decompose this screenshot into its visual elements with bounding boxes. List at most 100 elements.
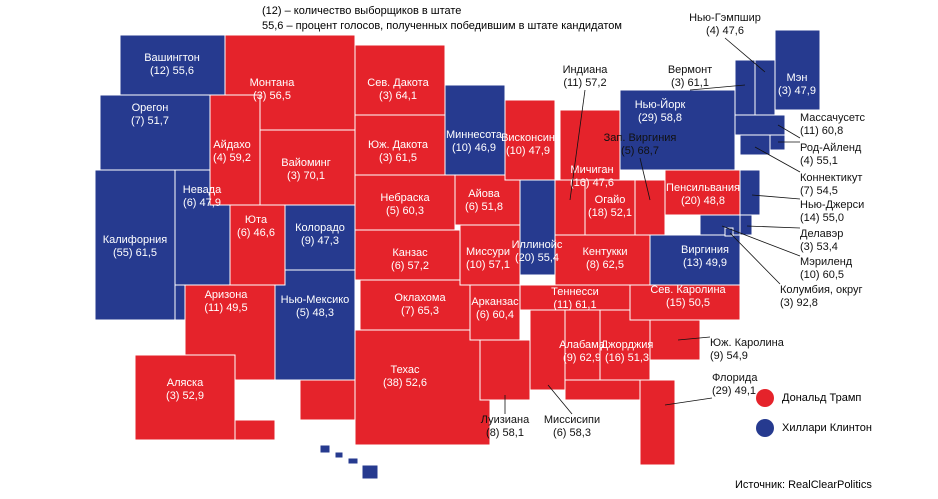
state-name: Теннесси: [551, 286, 599, 298]
state: [599, 309, 651, 381]
state: [554, 234, 651, 286]
state-shape: [354, 44, 446, 116]
state-name: Миннесота: [446, 129, 503, 141]
state-result: (4) 62,2: [273, 457, 311, 469]
state-name: Вайоминг: [281, 157, 331, 169]
state: [504, 99, 556, 181]
leader-line: [729, 232, 781, 285]
state: [734, 59, 756, 116]
state-result: (18) 52,1: [588, 207, 632, 219]
legend-label: Хиллари Клинтон: [782, 422, 872, 434]
state-shape: [99, 94, 211, 171]
state-result: (3) 47,9: [778, 85, 816, 97]
state-name: Оклахома: [394, 292, 446, 304]
state-name: Техас: [391, 364, 420, 376]
state-name: Аляска: [167, 377, 204, 389]
state-result: (7) 54,5: [800, 185, 838, 197]
state-result: (11) 49,5: [204, 302, 247, 314]
state: [774, 29, 821, 111]
leader-line: [639, 157, 651, 201]
states: [94, 29, 821, 480]
state: [319, 444, 379, 480]
state-shape: [454, 174, 521, 226]
state: [519, 179, 556, 276]
state-shape: [479, 339, 531, 401]
state-shape: [649, 234, 741, 286]
state-result: (8) 62,5: [586, 259, 624, 271]
state-result: (14) 55,0: [800, 212, 844, 224]
state-result: (3) 61,1: [671, 77, 709, 89]
state-name: Миссури: [466, 246, 510, 258]
state-shape: [274, 269, 356, 381]
state-name: Флорида: [712, 372, 758, 384]
state-result: (4) 59,2: [213, 152, 251, 164]
state-shape: [174, 284, 186, 321]
state-shape: [554, 179, 586, 236]
state: [354, 174, 456, 231]
state-name: Нью-Мексико: [281, 294, 350, 306]
state-shape: [554, 234, 651, 286]
leader-line: [751, 194, 801, 200]
state-shape: [354, 329, 491, 446]
state-shape: [724, 227, 734, 237]
leader-line: [724, 37, 766, 73]
state: [754, 59, 776, 116]
state-shape: [564, 379, 651, 401]
state-result: (16) 47,6: [570, 177, 614, 189]
state: [649, 319, 701, 361]
state-result: (20) 55,4: [515, 252, 559, 264]
state: [739, 134, 771, 156]
state-result: (29) 58,8: [638, 112, 682, 124]
state-shape: [347, 457, 359, 465]
state-name: Виргиния: [681, 244, 729, 256]
state-result: (38) 52,6: [383, 377, 427, 389]
state: [724, 227, 734, 237]
state: [229, 204, 286, 286]
state-shape: [774, 29, 821, 111]
state-shape: [134, 354, 236, 441]
state: [734, 114, 786, 136]
state-result: (6) 47,9: [183, 197, 221, 209]
state: [564, 379, 676, 466]
state: [739, 214, 753, 236]
state: [479, 339, 531, 401]
state-name: Род-Айленд: [800, 142, 862, 154]
state-result: (29) 49,1: [712, 385, 756, 397]
state-result: (3) 92,8: [780, 297, 818, 309]
state-result: (15) 50,5: [666, 297, 710, 309]
state: [699, 214, 741, 236]
state-shape: [699, 214, 741, 236]
leader-line: [754, 146, 801, 173]
state-name: Огайо: [595, 194, 626, 206]
state: [519, 284, 631, 311]
header-note: 55,6 – процент голосов, полученных побед…: [262, 20, 622, 32]
state: [299, 329, 491, 446]
state: [769, 134, 786, 151]
state-shape: [234, 419, 276, 441]
state-name: Айдахо: [213, 139, 251, 151]
state: [649, 234, 741, 286]
state: [354, 114, 446, 176]
legend-marker: [756, 419, 774, 437]
state-result: (3) 70,1: [287, 170, 325, 182]
state-name: Невада: [183, 184, 222, 196]
state-shape: [354, 114, 446, 176]
state-shape: [519, 179, 556, 276]
state-name: Аризона: [205, 289, 249, 301]
state-result: (10) 57,1: [466, 259, 510, 271]
state-shape: [564, 309, 601, 391]
state-result: (3) 61,5: [379, 152, 417, 164]
state-shape: [319, 444, 331, 454]
state-shape: [739, 214, 753, 236]
state-result: (9) 47,3: [301, 235, 339, 247]
state-result: (10) 46,9: [452, 142, 496, 154]
state-name: Коннектикут: [800, 172, 862, 184]
state: [354, 44, 446, 116]
legend-marker: [756, 389, 774, 407]
state: [454, 174, 521, 226]
state-shape: [119, 34, 226, 96]
state-shape: [229, 204, 286, 286]
state-name: Небраска: [380, 192, 430, 204]
state-shape: [739, 169, 761, 216]
state-name: Массачусетс: [800, 112, 866, 124]
